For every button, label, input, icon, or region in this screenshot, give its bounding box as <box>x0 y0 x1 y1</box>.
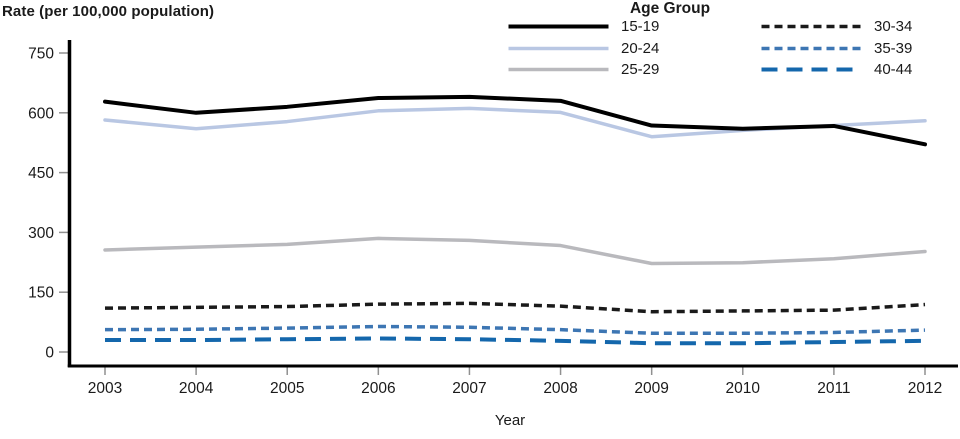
svg-text:150: 150 <box>28 285 54 302</box>
legend-item-40-44: 40-44 <box>760 59 912 81</box>
legend-label: 15-19 <box>621 18 660 36</box>
legend-item-30-34: 30-34 <box>760 16 912 38</box>
legend-item-35-39: 35-39 <box>760 38 912 60</box>
line-swatch-icon <box>508 24 609 29</box>
svg-text:2010: 2010 <box>726 380 761 397</box>
legend-title: Age Group <box>629 0 711 17</box>
series-line-35-39 <box>104 324 926 336</box>
line-swatch-icon <box>508 46 609 50</box>
legend-item-15-19: 15-19 <box>507 16 659 38</box>
x-axis-title: Year <box>494 412 526 429</box>
svg-text:2011: 2011 <box>817 380 850 397</box>
svg-text:2012: 2012 <box>908 380 942 397</box>
series-line-30-34 <box>104 301 926 314</box>
svg-text:2003: 2003 <box>88 380 122 397</box>
svg-text:2008: 2008 <box>543 380 577 397</box>
line-swatch-icon <box>508 68 609 72</box>
svg-text:600: 600 <box>28 105 54 122</box>
svg-text:2009: 2009 <box>634 380 668 397</box>
legend-label: 30-34 <box>874 18 913 36</box>
line-swatch-icon <box>761 67 862 72</box>
legend-column-right: 30-34 35-39 40-44 <box>760 16 912 81</box>
legend-column-left: 15-19 20-24 25-29 <box>507 16 659 81</box>
legend-label: 20-24 <box>621 39 660 57</box>
line-swatch-icon <box>761 25 862 29</box>
line-swatch-icon <box>761 46 862 50</box>
svg-text:0: 0 <box>45 345 54 362</box>
svg-text:2005: 2005 <box>270 380 304 397</box>
svg-text:450: 450 <box>28 165 54 182</box>
series-line-25-29 <box>103 236 927 266</box>
legend-label: 25-29 <box>621 61 660 79</box>
legend-item-20-24: 20-24 <box>507 38 659 60</box>
svg-text:750: 750 <box>28 46 54 63</box>
svg-text:2004: 2004 <box>179 380 214 397</box>
svg-text:300: 300 <box>28 225 54 242</box>
legend-label: 40-44 <box>874 61 913 79</box>
series-line-15-19 <box>103 94 927 147</box>
y-axis-title: Rate (per 100,000 population) <box>2 3 215 20</box>
svg-text:2006: 2006 <box>361 380 395 397</box>
svg-text:2007: 2007 <box>452 380 486 397</box>
legend-item-25-29: 25-29 <box>507 59 659 81</box>
series-line-40-44 <box>105 336 926 346</box>
legend-label: 35-39 <box>874 39 913 57</box>
